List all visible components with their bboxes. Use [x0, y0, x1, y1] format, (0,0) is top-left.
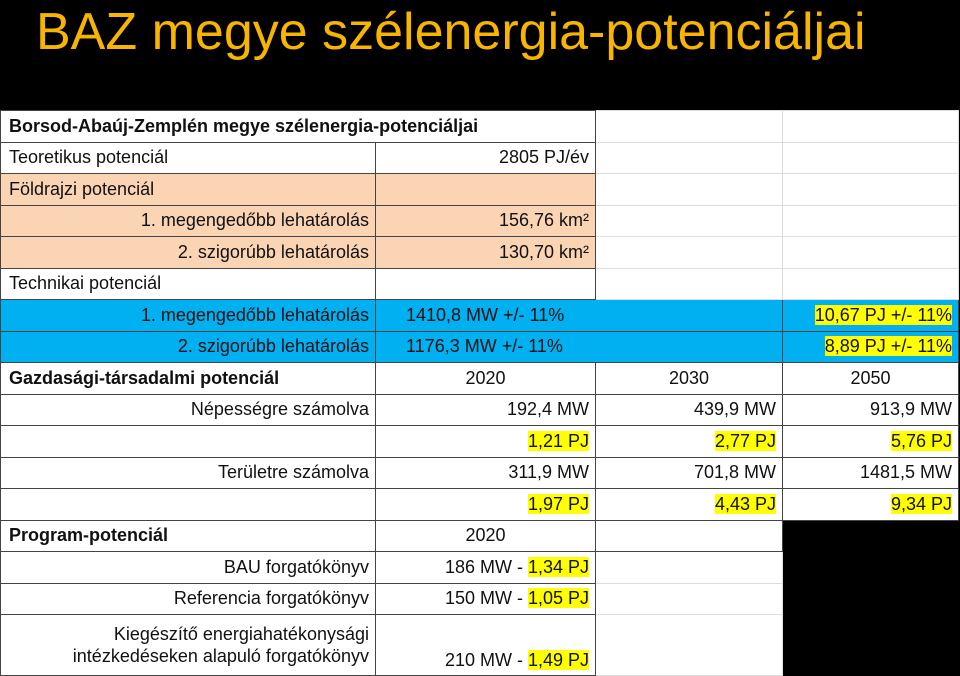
- table-cell: 9,34 PJ: [782, 488, 960, 521]
- table-cell: 2020: [374, 519, 597, 552]
- empty-cell: [782, 583, 959, 615]
- highlight-text: 1,34 PJ: [527, 556, 590, 577]
- highlight-text: 1,97 PJ: [527, 493, 590, 514]
- highlight-text: 1,05 PJ: [527, 588, 590, 609]
- table-cell: [374, 173, 597, 206]
- table-cell: Program-potenciál: [0, 519, 376, 552]
- table-cell: 4,43 PJ: [595, 488, 784, 521]
- table-cell: [595, 141, 784, 174]
- highlight-text: 4,43 PJ: [714, 493, 777, 514]
- table-row: 2. szigorúbb lehatárolás 130,70 km²: [0, 236, 960, 269]
- data-table: Borsod-Abaúj-Zemplén megye szélenergia-p…: [0, 110, 960, 676]
- table-cell: 5,76 PJ: [782, 425, 960, 458]
- table-cell: [595, 110, 784, 143]
- table-cell: [782, 173, 960, 206]
- table-row: 1,97 PJ 4,43 PJ 9,34 PJ: [0, 488, 960, 521]
- table-cell: 439,9 MW: [595, 393, 784, 426]
- highlight-text: 10,67 PJ +/- 11%: [814, 304, 953, 325]
- table-cell: [374, 267, 597, 300]
- table-cell: [595, 614, 784, 676]
- table-cell: [595, 204, 784, 237]
- empty-cell: [782, 614, 959, 676]
- slide-title: BAZ megye szélenergia-potenciáljai: [36, 3, 866, 61]
- highlight-text: 5,76 PJ: [890, 430, 953, 451]
- table-row: 1. megengedőbb lehatárolás 1410,8 MW +/-…: [0, 299, 960, 332]
- table-row: Borsod-Abaúj-Zemplén megye szélenergia-p…: [0, 110, 960, 143]
- cell-text: 186 MW -: [444, 556, 523, 577]
- table-row: 1,21 PJ 2,77 PJ 5,76 PJ: [0, 425, 960, 458]
- table-cell: Gazdasági-társadalmi potenciál: [0, 362, 376, 395]
- table-cell: 186 MW - 1,34 PJ: [374, 551, 597, 584]
- highlight-text: 9,34 PJ: [890, 493, 953, 514]
- table-cell: 1410,8 MW +/- 11%: [374, 299, 784, 332]
- empty-cell: [782, 520, 959, 552]
- table-cell: Kiegészítő energiahatékonysági intézkedé…: [0, 614, 376, 676]
- table-cell: 150 MW - 1,05 PJ: [374, 582, 597, 615]
- table-cell: Népességre számolva: [0, 393, 376, 426]
- table-cell: 2. szigorúbb lehatárolás: [0, 236, 376, 269]
- table-cell: [782, 110, 960, 143]
- table-cell: 210 MW - 1,49 PJ: [374, 614, 597, 676]
- table-cell: [782, 236, 960, 269]
- table-cell: 130,70 km²: [374, 236, 597, 269]
- table-cell: 1. megengedőbb lehatárolás: [0, 299, 376, 332]
- table-cell: 192,4 MW: [374, 393, 597, 426]
- table-row: Referencia forgatókönyv 150 MW - 1,05 PJ: [0, 582, 959, 615]
- table-cell: 1. megengedőbb lehatárolás: [0, 204, 376, 237]
- table-cell: [782, 267, 960, 300]
- table-cell: 1176,3 MW +/- 11%: [374, 330, 784, 363]
- table-cell: [782, 141, 960, 174]
- table-row: 2. szigorúbb lehatárolás 1176,3 MW +/- 1…: [0, 330, 960, 363]
- table-cell: [595, 173, 784, 206]
- table-row: Gazdasági-társadalmi potenciál 2020 2030…: [0, 362, 960, 395]
- table-cell: [595, 582, 784, 615]
- table-cell: 2020: [374, 362, 597, 395]
- table-cell: Referencia forgatókönyv: [0, 582, 376, 615]
- table-cell: Területre számolva: [0, 456, 376, 489]
- table-row: Teoretikus potenciál 2805 PJ/év: [0, 141, 960, 174]
- table-row: Technikai potenciál: [0, 267, 960, 300]
- table-cell: [0, 488, 376, 521]
- table-row: Népességre számolva 192,4 MW 439,9 MW 91…: [0, 393, 960, 426]
- table-cell: 1,21 PJ: [374, 425, 597, 458]
- highlight-text: 2,77 PJ: [714, 430, 777, 451]
- table-cell: 311,9 MW: [374, 456, 597, 489]
- table-row: Program-potenciál 2020: [0, 519, 959, 552]
- table-cell: 913,9 MW: [782, 393, 960, 426]
- cell-text: 150 MW -: [444, 588, 523, 609]
- table-cell: Földrajzi potenciál: [0, 173, 376, 206]
- cell-text: 210 MW -: [444, 650, 523, 670]
- table-cell: [782, 204, 960, 237]
- table-cell: [0, 425, 376, 458]
- table-cell: Borsod-Abaúj-Zemplén megye szélenergia-p…: [0, 110, 597, 143]
- table-row: Földrajzi potenciál: [0, 173, 960, 206]
- table-cell: 2805 PJ/év: [374, 141, 597, 174]
- table-cell: [595, 236, 784, 269]
- table-cell: Teoretikus potenciál: [0, 141, 376, 174]
- table-cell: 1481,5 MW: [782, 456, 960, 489]
- table-cell: [595, 267, 784, 300]
- table-cell: BAU forgatókönyv: [0, 551, 376, 584]
- table-cell: 2. szigorúbb lehatárolás: [0, 330, 376, 363]
- highlight-text: 1,21 PJ: [527, 430, 590, 451]
- highlight-text: 8,89 PJ +/- 11%: [824, 336, 953, 357]
- highlight-text: 1,49 PJ: [527, 650, 590, 670]
- table-row: 1. megengedőbb lehatárolás 156,76 km²: [0, 204, 960, 237]
- table-cell: 2,77 PJ: [595, 425, 784, 458]
- table-cell: 2030: [595, 362, 784, 395]
- table-cell: 2050: [782, 362, 960, 395]
- table-cell: 8,89 PJ +/- 11%: [782, 330, 960, 363]
- table-row: Területre számolva 311,9 MW 701,8 MW 148…: [0, 456, 960, 489]
- table-cell: 1,97 PJ: [374, 488, 597, 521]
- table-cell: [595, 551, 784, 584]
- table-cell: Technikai potenciál: [0, 267, 376, 300]
- table-cell: [595, 519, 784, 552]
- table-row: BAU forgatókönyv 186 MW - 1,34 PJ: [0, 551, 959, 584]
- table-cell: 10,67 PJ +/- 11%: [782, 299, 960, 332]
- empty-cell: [782, 551, 959, 583]
- table-cell: 701,8 MW: [595, 456, 784, 489]
- table-cell: 156,76 km²: [374, 204, 597, 237]
- table-row: Kiegészítő energiahatékonysági intézkedé…: [0, 614, 959, 676]
